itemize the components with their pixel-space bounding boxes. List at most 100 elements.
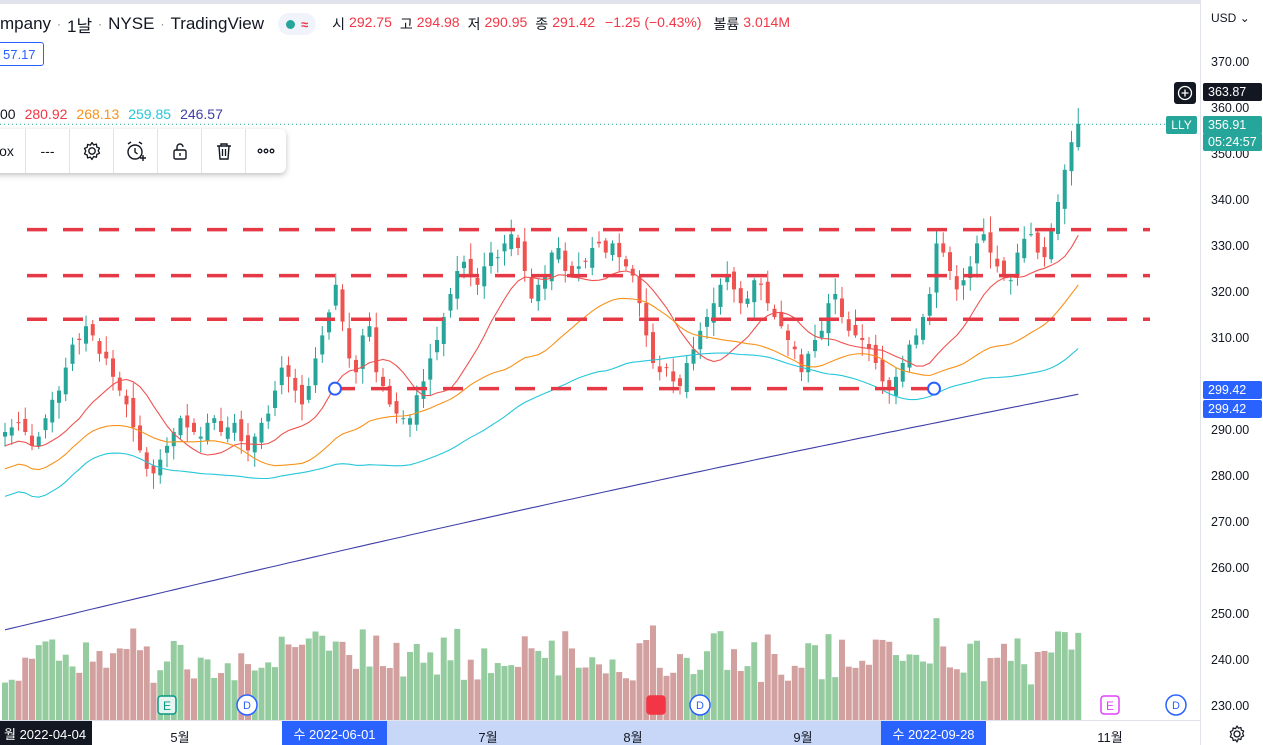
volume-bar: [731, 649, 737, 720]
price-tick: 280.00: [1211, 469, 1250, 483]
delayed-data-icon: ≈: [301, 16, 309, 32]
volume-bar: [380, 666, 386, 720]
volume-bar: [872, 639, 879, 720]
volume-bar: [319, 635, 326, 720]
candle-body: [408, 418, 412, 425]
candle-body: [77, 338, 82, 340]
ma100-line: [4, 348, 1079, 498]
volume-bar: [960, 672, 967, 720]
price-axis[interactable]: USD ⌄ 370.00 360.00 350.00 340.00 330.00…: [1200, 0, 1263, 745]
volume-bar: [1001, 643, 1007, 720]
source-label: TradingView: [170, 14, 264, 33]
candle-body: [1008, 280, 1013, 282]
volume-bar: [116, 648, 123, 720]
candle-body: [441, 317, 446, 344]
candle-body: [576, 266, 581, 269]
volume-bar: [866, 664, 872, 720]
box-tool-label: ox: [0, 143, 14, 159]
candle-body: [104, 351, 109, 359]
volume-bar: [1075, 632, 1082, 720]
compare-price-box[interactable]: 57.17: [0, 42, 44, 66]
candle-body: [867, 344, 871, 350]
candle-body: [219, 421, 223, 432]
volume-bar: [420, 662, 427, 720]
interval-label[interactable]: 1날: [67, 16, 93, 36]
price-tick: 260.00: [1211, 561, 1250, 575]
event-marker-label: E: [163, 699, 171, 713]
volume-bar: [994, 657, 1001, 720]
price-tick: 330.00: [1211, 239, 1250, 253]
candle-body: [1056, 202, 1060, 235]
volume-bar: [76, 672, 83, 720]
candle-body: [468, 258, 473, 276]
add-alert-button[interactable]: [114, 129, 158, 173]
volume-bar: [56, 660, 62, 720]
market-status-pill[interactable]: ≈: [278, 13, 317, 35]
price-tick: 310.00: [1211, 331, 1250, 345]
add-plus-button[interactable]: [1174, 82, 1196, 104]
volume-bar: [555, 675, 562, 720]
candle-body: [401, 418, 406, 420]
candle-body: [873, 344, 878, 363]
candle-body: [765, 281, 770, 304]
volume-bar: [542, 657, 548, 720]
volume-bar: [204, 659, 211, 720]
volume-bar: [704, 651, 710, 720]
lock-button[interactable]: [158, 129, 202, 173]
symbol-title[interactable]: mpany: [0, 14, 52, 33]
volume-bar: [967, 643, 974, 720]
volume-bar: [312, 631, 319, 720]
candle-body: [293, 377, 298, 391]
low-value: 290.95: [484, 14, 528, 30]
candle-body: [171, 432, 176, 447]
volume-bar: [656, 667, 663, 720]
line-style-button[interactable]: ---: [26, 129, 70, 173]
separator-dot: ·: [98, 17, 103, 31]
volume-bar: [920, 661, 926, 720]
candle-body: [124, 395, 129, 405]
candle-body: [428, 358, 433, 380]
volume-bar: [69, 666, 76, 720]
candle-body: [205, 422, 210, 442]
volume-bar: [899, 660, 906, 720]
box-tool-button[interactable]: ox: [0, 129, 26, 173]
time-axis[interactable]: 월 2022-04-04 5월 수 2022-06-01 7월 8월 9월 수 …: [0, 720, 1200, 745]
more-button[interactable]: [246, 129, 286, 173]
candle-body: [306, 386, 311, 400]
volume-bar: [1028, 684, 1034, 720]
volume-bar: [629, 680, 636, 720]
separator-dot: ·: [160, 17, 165, 31]
volume-bar: [710, 633, 717, 720]
volume-bar: [488, 673, 494, 720]
volume-bar: [1048, 652, 1055, 720]
candle-body: [374, 327, 379, 373]
candle-body: [948, 252, 952, 271]
candle-body: [637, 276, 642, 304]
candle-body: [455, 271, 460, 299]
volume-bar: [407, 652, 413, 720]
volume-bar: [150, 682, 157, 720]
chart-settings-icon[interactable]: [1227, 724, 1247, 744]
candle-body: [509, 234, 514, 250]
candle-body: [921, 317, 925, 340]
settings-button[interactable]: [70, 129, 114, 173]
time-tick: 9월: [793, 730, 813, 745]
candle-body: [954, 276, 959, 290]
price-tick: 370.00: [1211, 55, 1250, 69]
candle-body: [266, 413, 271, 422]
candle-body: [556, 248, 561, 260]
close-value: 291.42: [552, 14, 596, 30]
candle-body: [246, 435, 250, 451]
currency-selector[interactable]: USD ⌄: [1211, 11, 1250, 25]
level-price-label: 299.42: [1203, 400, 1262, 418]
dividend-marker: [689, 694, 711, 716]
candle-body: [1002, 260, 1006, 276]
alarm-icon: [126, 141, 146, 161]
delete-button[interactable]: [202, 129, 246, 173]
volume-bar: [913, 654, 920, 720]
volume-bar: [751, 642, 758, 720]
volume-bar: [859, 660, 866, 720]
volume-bar: [933, 618, 940, 720]
